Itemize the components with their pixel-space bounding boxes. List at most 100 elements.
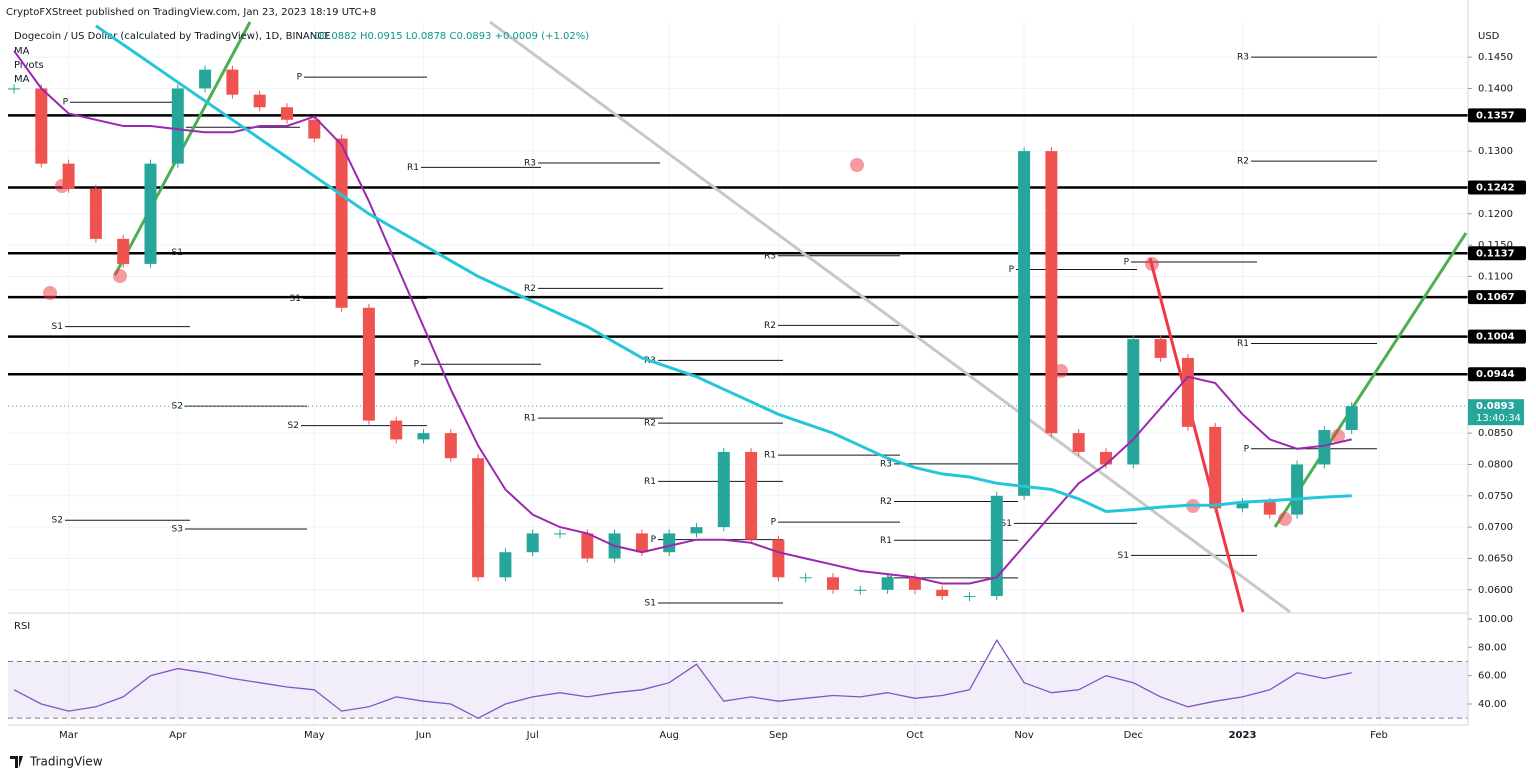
y-tick-label: 0.0850 [1478,428,1513,439]
candle [1345,406,1358,430]
candle [526,533,539,553]
marker [1331,429,1345,443]
y-tick-label: 0.1100 [1478,271,1513,282]
candle [472,458,485,578]
x-tick-label: Aug [659,730,679,741]
pivot-label: S1 [52,322,63,332]
level-tag [1468,246,1526,261]
candle [1263,502,1276,515]
candle [717,451,730,528]
moving-average [13,50,1352,585]
pivot-label: P [771,518,777,528]
pivot-label: P [1124,258,1130,268]
candle [89,188,102,239]
candle [1236,502,1249,509]
candle [1045,151,1058,434]
rsi-title: RSI [14,621,30,632]
marker [113,269,127,283]
touch-markers [43,158,1345,526]
level-label: 0.1004 [1476,332,1515,343]
pivot-label: R2 [764,321,776,331]
candle [963,596,976,598]
candle [390,420,403,440]
logo [10,756,23,768]
pivot-label: R3 [880,459,892,469]
levels [8,56,1468,604]
ohlc: O0.0882 H0.0915 L0.0878 C0.0893 +0.0009 … [314,31,589,42]
footer: TradingView [29,755,103,769]
candle [663,533,676,553]
candle [1018,151,1031,496]
pivot-label: S3 [172,525,183,535]
candle [362,307,375,421]
candle [1209,426,1222,509]
marker [1145,257,1159,271]
marker [1278,512,1292,526]
candle [1318,429,1331,465]
y-tick-label: 100.00 [1478,614,1513,625]
candle [908,577,921,590]
candle [990,495,1003,597]
pivot-label: R3 [1237,53,1249,63]
y-tick-label: 0.1450 [1478,52,1513,63]
y-tick-label: 0.0700 [1478,522,1513,533]
candle [1072,433,1085,452]
x-tick-label: Nov [1014,730,1034,741]
candle [1181,357,1194,427]
candle [1154,339,1167,358]
candle [171,88,184,164]
candle [226,69,239,95]
candle [117,238,130,264]
level-tag [1468,180,1526,195]
trend-line [1148,257,1245,613]
candle [1127,339,1140,465]
pivot-label: P [414,360,420,370]
pivot-label: R2 [644,419,656,429]
currency: USD [1478,31,1500,42]
y-tick-label: 0.1200 [1478,209,1513,220]
level-tag [1468,108,1526,123]
x-tick-label: Dec [1124,730,1143,741]
y-tick-label: 0.1300 [1478,146,1513,157]
level-label: 0.1067 [1476,292,1515,303]
candle [417,433,430,440]
level-tag [1468,367,1526,382]
candle [1100,451,1112,465]
pivot-label: S1 [1118,551,1129,561]
pivot-label: R1 [764,451,776,461]
level-label: 0.0944 [1476,369,1515,380]
trend-line [489,20,1291,614]
marker [1054,364,1068,378]
candle [635,533,648,553]
x-tick-label: Apr [169,730,187,741]
trend-line [1273,232,1468,528]
x-tick-label: May [304,730,325,741]
candle [253,94,266,108]
x-tick-label: Jun [415,730,432,741]
pivot-label: S1 [1001,519,1012,529]
marker [43,286,57,300]
pivot-label: P [297,73,303,83]
pivot-label: S2 [52,516,63,526]
y-tick-label: 0.1150 [1478,240,1513,251]
level-label: 0.1242 [1476,182,1515,193]
candle [281,107,293,120]
x-tick-label: Oct [906,730,923,741]
pivot-label: S1 [290,294,301,304]
x-tick-label: Jul [526,730,539,741]
rsi-band-fill [8,661,1468,719]
pivot-label: R2 [524,284,536,294]
symbol: Dogecoin / US Dollar (calculated by Trad… [14,31,331,42]
candle [854,589,867,591]
rsi-line [13,638,1352,719]
pivot-label: P [63,98,69,108]
candle [62,163,75,189]
pivot-label: R3 [764,251,776,261]
pivot-label: P [1244,444,1250,454]
marker [850,158,864,172]
indicator: MA [14,74,30,85]
pivot-label: R2 [1237,157,1249,167]
level-label: 0.1357 [1476,110,1515,121]
